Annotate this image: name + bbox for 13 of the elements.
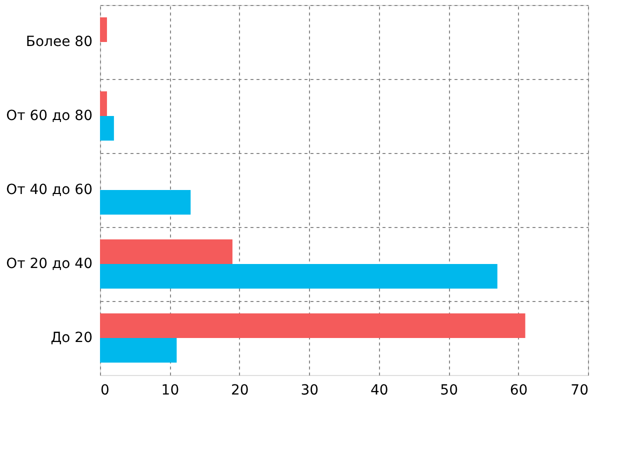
y-tick-label: От 60 до 80 [6,108,92,124]
x-tick-label: 40 [370,382,388,398]
x-tick-label: 50 [440,382,458,398]
y-tick-label: От 40 до 60 [6,182,92,198]
x-tick-label: 30 [300,382,319,398]
y-tick-label: До 20 [50,330,92,346]
y-tick-label: Более 80 [26,34,92,50]
x-tick-label: 10 [161,382,180,398]
x-tick-label: 20 [231,382,249,398]
x-tick-label: 70 [570,382,588,398]
x-tick-label: 60 [510,382,528,398]
x-tick-label: 0 [100,382,110,398]
y-tick-label: От 20 до 40 [6,256,92,272]
